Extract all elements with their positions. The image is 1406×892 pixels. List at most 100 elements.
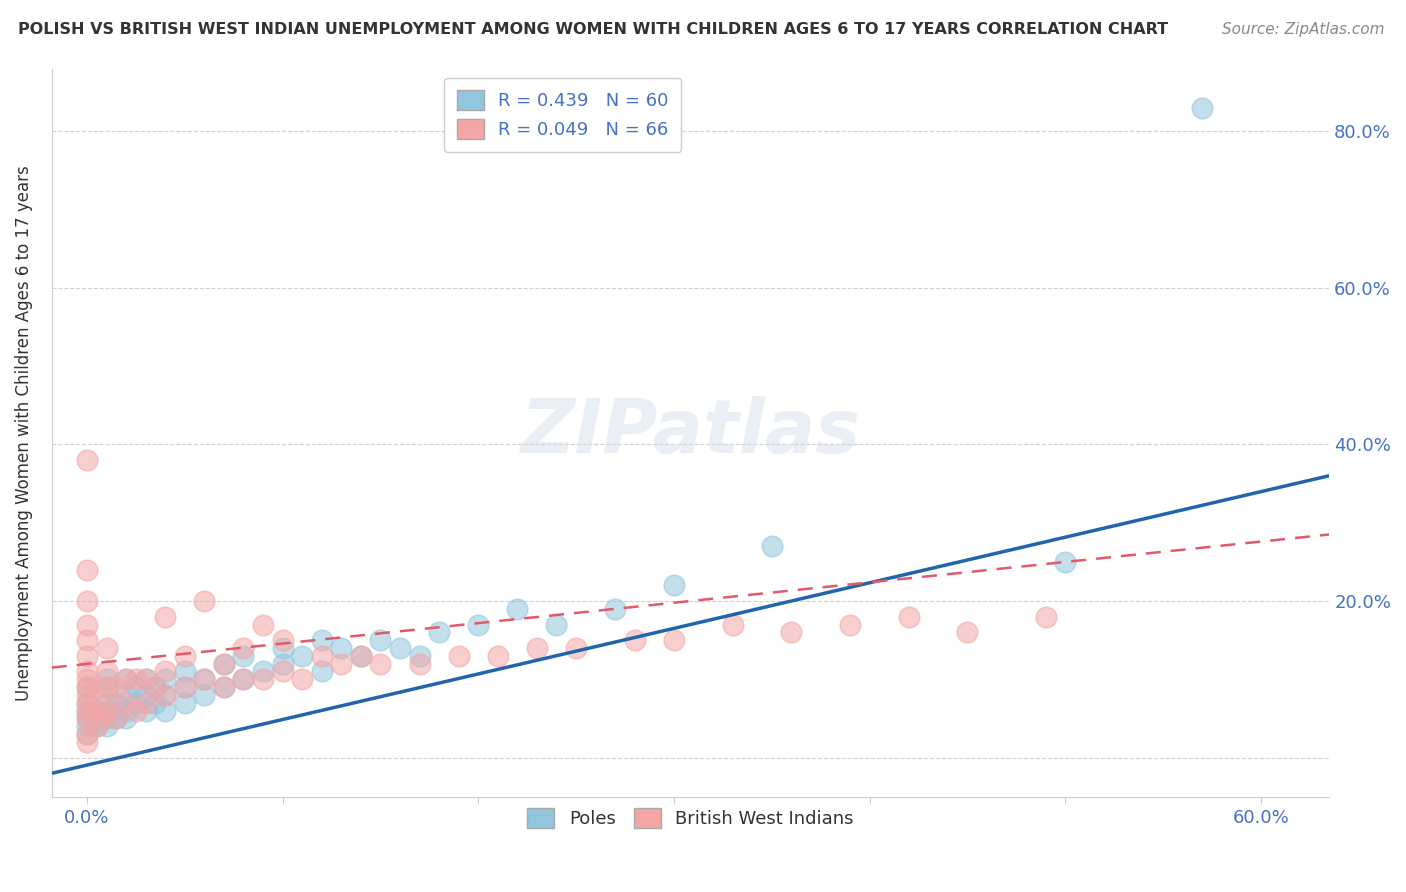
Point [96,696,118,710]
Point [105,696,128,710]
Point [1191,101,1213,115]
Point [76,673,98,687]
Point [155,688,177,702]
Point [173,680,195,694]
Point [370,633,392,648]
Point [252,617,274,632]
Point [605,602,627,616]
Point [135,696,157,710]
Point [271,640,294,655]
Point [125,673,148,687]
Point [232,640,254,655]
Point [330,657,353,671]
Point [76,711,98,725]
Point [135,673,157,687]
Point [125,696,148,710]
Point [76,727,98,741]
Point [271,665,294,679]
Point [291,673,314,687]
Point [76,453,98,467]
Point [408,648,430,663]
Point [506,602,529,616]
Point [86,704,108,718]
Point [155,609,177,624]
Point [370,657,392,671]
Text: ZIPatlas: ZIPatlas [520,396,860,469]
Point [76,563,98,577]
Point [115,688,138,702]
Point [311,665,333,679]
Point [86,704,108,718]
Point [291,648,314,663]
Point [252,673,274,687]
Point [96,640,118,655]
Point [135,673,157,687]
Point [76,680,98,694]
Point [155,704,177,718]
Point [193,673,215,687]
Point [486,648,509,663]
Point [193,673,215,687]
Point [96,696,118,710]
Point [76,696,98,710]
Point [76,665,98,679]
Point [721,617,744,632]
Point [232,673,254,687]
Point [115,696,138,710]
Point [780,625,803,640]
Point [125,680,148,694]
Point [956,625,979,640]
Point [76,594,98,608]
Point [115,673,138,687]
Point [86,680,108,694]
Point [155,665,177,679]
Point [839,617,862,632]
Point [105,711,128,725]
Point [155,688,177,702]
Point [662,578,685,592]
Point [76,696,98,710]
Point [526,640,548,655]
Y-axis label: Unemployment Among Women with Children Ages 6 to 17 years: Unemployment Among Women with Children A… [15,165,32,700]
Point [565,640,588,655]
Point [388,640,411,655]
Point [1054,555,1077,569]
Point [212,680,235,694]
Point [76,711,98,725]
Point [115,711,138,725]
Point [105,711,128,725]
Point [115,704,138,718]
Point [232,673,254,687]
Point [96,711,118,725]
Point [76,617,98,632]
Point [96,665,118,679]
Point [105,680,128,694]
Point [271,633,294,648]
Point [135,688,157,702]
Point [76,648,98,663]
Point [173,696,195,710]
Point [155,673,177,687]
Point [427,625,450,640]
Point [96,680,118,694]
Point [193,594,215,608]
Point [447,648,470,663]
Point [96,673,118,687]
Point [662,633,685,648]
Point [311,648,333,663]
Point [546,617,568,632]
Point [76,633,98,648]
Point [350,648,373,663]
Text: Source: ZipAtlas.com: Source: ZipAtlas.com [1222,22,1385,37]
Point [96,680,118,694]
Point [135,704,157,718]
Point [173,665,195,679]
Point [86,719,108,733]
Point [252,665,274,679]
Point [1035,609,1057,624]
Point [96,704,118,718]
Point [76,719,98,733]
Point [76,704,98,718]
Point [91,711,114,725]
Point [145,680,167,694]
